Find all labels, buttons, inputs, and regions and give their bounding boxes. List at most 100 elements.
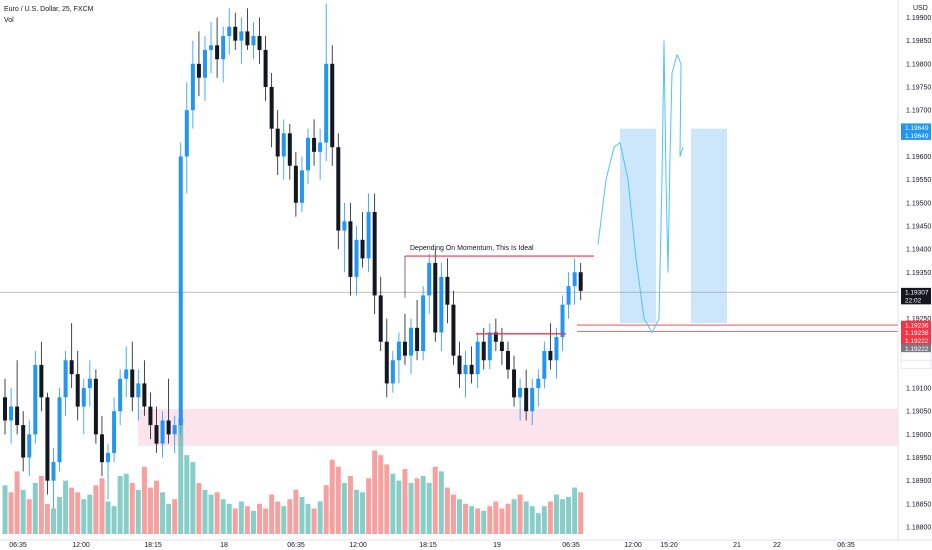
price-badge-3 [901,295,931,305]
candle-body-84 [512,369,517,398]
volume-bar-76 [463,503,469,534]
time-axis[interactable]: 06:35 12:00 18:15 18 06:35 12:00 18:15 19 06:35 1… [9,542,855,549]
candle-37 [227,8,232,55]
volume-bar-3 [20,489,26,534]
candle-body-36 [221,36,226,60]
candle-body-51 [312,137,317,152]
volume-bar-4 [26,499,32,534]
candle-body-90 [548,350,553,361]
price-tick-17: 1.19050 [906,409,931,416]
price-badge-0 [901,123,931,133]
candle-body-58 [354,239,359,277]
candle-95 [578,262,583,301]
candle-59 [360,212,365,268]
candle-body-89 [542,350,547,379]
time-tick-4: 06:35 [287,542,305,549]
price-badge-5 [901,328,931,338]
candle-body-59 [360,239,365,259]
candle-68 [415,300,420,361]
volume-bar-6 [38,476,44,534]
price-tick-20: 1.18900 [906,478,931,485]
candle-8 [51,448,56,509]
candle-body-46 [281,133,286,157]
candle-73 [445,258,450,324]
volume-bar-19 [117,476,123,534]
candle-22 [136,369,141,421]
candle-65 [396,332,401,384]
volume-bar-32 [196,482,202,534]
volume-bar-2 [14,471,20,534]
candle-body-62 [378,295,383,342]
candle-body-95 [578,272,583,291]
candle-body-49 [299,170,304,203]
volume-bar-27 [166,503,172,534]
candle-27 [166,378,171,444]
candle-body-1 [9,406,14,421]
price-tick-9: 1.19450 [906,223,931,230]
volume-bar-34 [208,494,214,534]
volume-bar-33 [202,489,208,534]
candle-body-75 [457,355,462,375]
levels-layer [404,255,898,335]
candle-body-81 [493,332,498,342]
volume-bar-50 [305,503,311,534]
candle-body-3 [21,425,26,458]
price-badge-9 [900,359,932,369]
volume-bar-54 [329,459,335,534]
volume-bar-62 [378,455,384,534]
candle-body-22 [136,383,141,398]
price-tick-13: 1.19250 [906,316,931,323]
time-tick-6: 18:15 [419,542,437,549]
candle-57 [348,202,353,296]
candle-body-26 [160,420,165,444]
candle-10 [63,350,68,416]
candle-52 [318,128,323,180]
candle-9 [57,388,62,472]
volume-bar-51 [311,508,317,534]
price-badge-4 [901,320,931,330]
candle-body-52 [318,142,323,152]
candle-75 [457,341,462,389]
candle-body-14 [87,378,92,389]
candle-body-19 [118,378,123,412]
price-badge-text-2: 1.19307 [905,289,929,296]
candle-body-34 [209,45,214,50]
candle-body-68 [415,327,420,351]
candle-body-94 [572,272,577,287]
volume-bar-23 [141,466,147,534]
candle-body-41 [251,36,256,46]
volume-bar-48 [293,489,299,534]
candle-body-66 [402,341,407,356]
candle-body-57 [348,221,353,277]
candle-body-30 [184,110,189,157]
candle-63 [384,318,389,398]
price-badge-text-7: 1.19222 [905,346,929,353]
candle-body-32 [196,63,201,78]
volume-bar-56 [341,482,347,534]
candle-body-45 [275,128,280,157]
volume-bar-8 [50,508,56,534]
candle-body-74 [451,304,456,356]
volume-bar-84 [511,499,517,534]
candle-body-70 [427,262,432,296]
candle-body-21 [130,369,135,398]
volume-layer [2,418,584,534]
time-tick-13: 06:35 [837,542,855,549]
volume-bar-49 [299,496,305,534]
volume-bar-61 [372,450,378,534]
price-tick-19: 1.18950 [906,455,931,462]
volume-bar-64 [390,473,396,534]
volume-bar-24 [147,487,153,534]
candle-body-31 [190,63,195,111]
volume-bar-70 [426,482,432,534]
candle-body-33 [202,49,207,78]
volume-bar-0 [2,485,8,534]
volume-bar-21 [129,482,135,534]
zones-layer [0,128,898,446]
candle-72 [439,262,444,351]
volume-bar-82 [499,508,505,534]
volume-bar-37 [226,503,232,534]
